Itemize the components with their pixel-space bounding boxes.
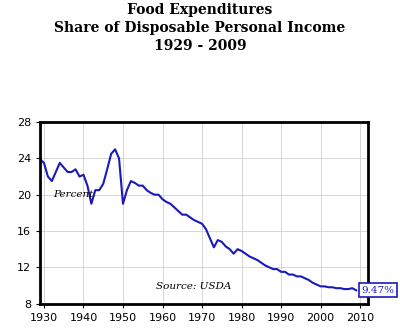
Text: 9.47%: 9.47% <box>361 286 394 295</box>
Text: Source: USDA: Source: USDA <box>156 282 232 291</box>
Text: Food Expenditures
Share of Disposable Personal Income
1929 - 2009: Food Expenditures Share of Disposable Pe… <box>54 3 346 53</box>
Text: Percent: Percent <box>53 190 93 199</box>
